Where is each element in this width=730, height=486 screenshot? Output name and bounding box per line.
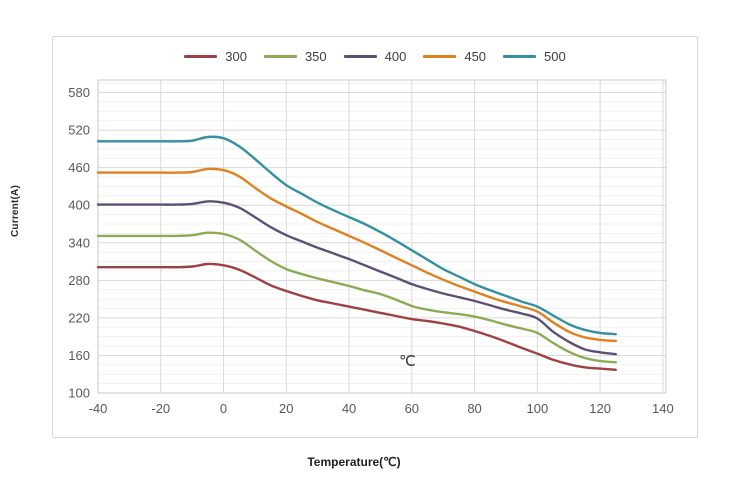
legend-label: 400 bbox=[384, 49, 407, 64]
legend-item-500: 500 bbox=[503, 50, 566, 63]
legend-item-450: 450 bbox=[423, 50, 486, 63]
chart-area: 300 350 400 450 500 100 160 220 280 340 400 460 520… bbox=[52, 36, 698, 438]
y-tick-label: 280 bbox=[68, 273, 90, 288]
series-line-450 bbox=[96, 167, 617, 343]
legend-line-swatch bbox=[263, 55, 297, 58]
legend-item-300: 300 bbox=[184, 50, 247, 63]
celsius-annotation: ℃ bbox=[399, 353, 416, 370]
series-line-350 bbox=[96, 231, 617, 364]
legend-label: 500 bbox=[544, 49, 566, 64]
legend-line-swatch bbox=[184, 55, 218, 58]
legend-item-350: 350 bbox=[263, 49, 327, 64]
legend-line-swatch bbox=[503, 55, 537, 58]
series-line-400 bbox=[96, 200, 617, 356]
y-tick-label: 340 bbox=[68, 235, 90, 250]
line-chart: 100 160 220 280 340 400 460 520 580 -40 -20 0 20 40 60… bbox=[68, 79, 674, 416]
series-line-500 bbox=[96, 135, 617, 336]
x-tick-label: -40 bbox=[89, 401, 108, 416]
x-tick-label: 40 bbox=[342, 401, 356, 416]
x-axis-title: Temperature(℃) bbox=[307, 455, 401, 469]
legend-line-swatch bbox=[343, 55, 377, 58]
y-tick-label: 400 bbox=[68, 198, 90, 213]
legend-label: 450 bbox=[464, 49, 487, 64]
legend-line-swatch bbox=[423, 55, 457, 58]
x-tick-label: 0 bbox=[220, 401, 227, 416]
legend-item-400: 400 bbox=[343, 49, 407, 64]
y-tick-label: 160 bbox=[68, 348, 90, 363]
legend-label: 350 bbox=[304, 49, 327, 64]
y-tick-label: 220 bbox=[68, 310, 90, 325]
x-tick-label: 140 bbox=[652, 401, 674, 416]
x-tick-label: 60 bbox=[405, 401, 419, 416]
x-tick-label: 120 bbox=[589, 401, 611, 416]
y-tick-label: 520 bbox=[68, 123, 90, 138]
y-axis-title: Current(A) bbox=[10, 185, 21, 237]
legend-label: 300 bbox=[225, 49, 247, 64]
legend: 300 350 400 450 500 bbox=[53, 50, 697, 63]
y-tick-label: 460 bbox=[68, 160, 90, 175]
x-tick-label: 80 bbox=[467, 401, 481, 416]
x-tick-label: -20 bbox=[151, 401, 170, 416]
y-tick-label: 100 bbox=[68, 386, 90, 401]
x-tick-label: 100 bbox=[526, 401, 548, 416]
y-tick-label: 580 bbox=[68, 85, 90, 100]
series-line-300 bbox=[96, 262, 617, 371]
x-tick-label: 20 bbox=[279, 401, 293, 416]
